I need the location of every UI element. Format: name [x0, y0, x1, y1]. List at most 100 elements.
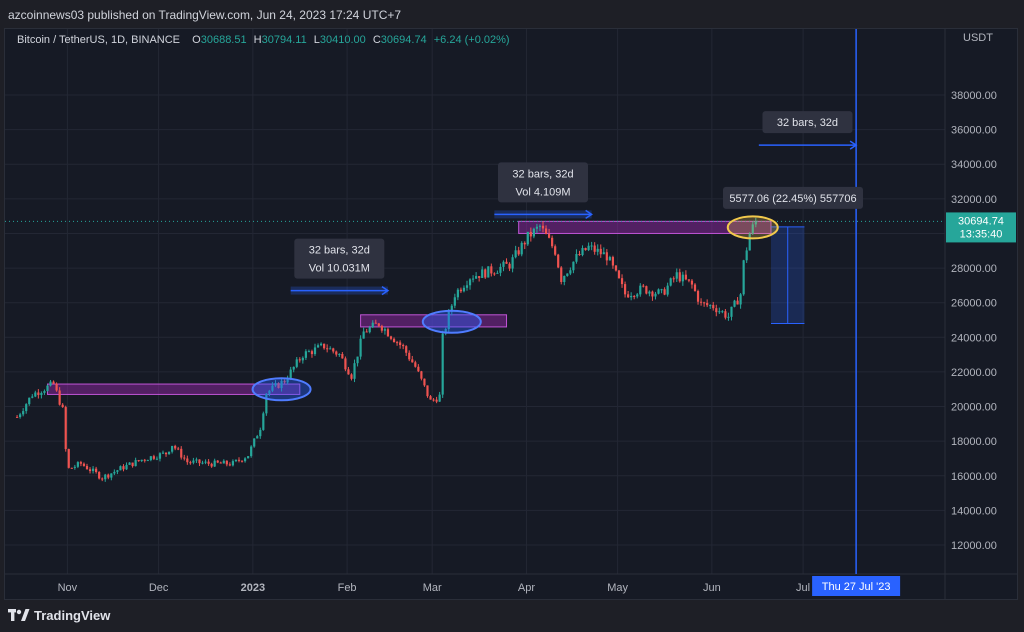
candle-body	[681, 274, 684, 282]
candle-body	[113, 471, 116, 474]
candle-body	[441, 333, 444, 395]
candle-body	[502, 261, 505, 267]
candle-body	[414, 362, 417, 367]
candle-body	[371, 322, 374, 328]
candle-body	[189, 462, 192, 464]
candle-body	[377, 323, 380, 326]
candle-body	[210, 463, 213, 467]
candle-body	[435, 399, 438, 402]
candle-body	[356, 356, 359, 364]
candle-body	[140, 459, 143, 461]
candle-body	[52, 381, 55, 384]
date-range-arrow	[585, 209, 593, 220]
candle-body	[557, 254, 560, 268]
high-label: H	[253, 34, 262, 46]
symbol-legend: Bitcoin / TetherUS, 1D, BINANCE O30688.5…	[17, 34, 510, 46]
candle-body	[134, 460, 137, 467]
candle-body	[724, 311, 727, 318]
candle-body	[602, 252, 605, 255]
tradingview-logo-text: TradingView	[34, 608, 111, 623]
candle-body	[49, 381, 52, 386]
tradingview-logo[interactable]: TradingView	[8, 608, 110, 623]
x-tick-label: Mar	[423, 582, 442, 594]
currency-label: USDT	[963, 32, 993, 44]
range-tooltip: 32 bars, 32d Vol 10.031M	[294, 238, 385, 279]
candle-body	[484, 269, 487, 278]
x-tick-label: Nov	[58, 582, 78, 594]
low-value: 30410.00	[319, 34, 366, 46]
candle-body	[593, 245, 596, 252]
candle-body	[605, 252, 608, 261]
candle-body	[383, 329, 387, 331]
candle-body	[125, 464, 128, 470]
candle-body	[268, 390, 271, 394]
x-tick-label: Dec	[149, 582, 169, 594]
candle-body	[465, 285, 469, 288]
y-tick-label: 14000.00	[951, 505, 997, 517]
x-tick-label: Apr	[518, 582, 535, 594]
candle-body	[511, 257, 514, 269]
candle-body	[247, 456, 250, 459]
candle-body	[487, 266, 490, 278]
tooltip-bars-text: 32 bars, 32d	[777, 117, 838, 129]
candle-body	[715, 308, 718, 313]
candle-body	[475, 276, 478, 279]
tooltip-bars-text: 32 bars, 32d	[309, 245, 370, 257]
candle-body	[426, 385, 429, 397]
candle-body	[76, 462, 79, 467]
candle-body	[283, 380, 286, 383]
candle-body	[365, 331, 368, 333]
candle-body	[642, 285, 645, 287]
candle-body	[295, 359, 298, 367]
footer-bar: TradingView	[0, 600, 1024, 632]
candle-body	[31, 396, 34, 398]
candle-body	[569, 270, 572, 274]
candle-body	[164, 452, 168, 455]
candle-body	[517, 250, 520, 255]
countdown-label: 13:35:40	[960, 228, 1003, 240]
candle-body	[505, 261, 508, 264]
candle-body	[578, 254, 581, 256]
tooltip-vol-text: Vol 10.031M	[309, 263, 370, 275]
candle-body	[444, 328, 447, 334]
chart-canvas[interactable]: 38000.0036000.0034000.0032000.0030000.00…	[5, 29, 1017, 599]
candle-body	[590, 245, 593, 247]
candle-body	[61, 404, 64, 408]
candle-body	[46, 385, 49, 391]
candle-body	[316, 345, 320, 348]
candle-body	[82, 463, 86, 466]
candle-body	[22, 411, 25, 415]
candle-body	[687, 279, 691, 281]
candle-body	[733, 300, 736, 307]
candle-body	[362, 331, 365, 339]
candle-body	[298, 359, 301, 361]
y-tick-label: 22000.00	[951, 367, 997, 379]
x-tick-label: 2023	[241, 582, 265, 594]
candle-body	[584, 248, 587, 251]
candle-body	[344, 358, 347, 370]
candle-body	[420, 371, 423, 379]
candle-body	[231, 461, 235, 466]
candle-body	[560, 267, 563, 283]
candle-body	[225, 460, 228, 465]
candle-body	[152, 456, 155, 459]
candle-body	[532, 228, 535, 237]
candle-body	[405, 346, 408, 353]
candle-body	[514, 250, 517, 258]
candle-body	[727, 316, 730, 318]
y-tick-label: 28000.00	[951, 263, 997, 275]
candle-body	[499, 266, 502, 273]
tradingview-logo-icon	[8, 608, 30, 621]
candle-body	[508, 263, 511, 269]
candle-body	[204, 461, 207, 463]
candle-body	[417, 366, 420, 372]
candle-body	[28, 397, 31, 405]
candle-body	[198, 459, 201, 464]
candle-body	[547, 234, 551, 238]
chart-panel[interactable]: 38000.0036000.0034000.0032000.0030000.00…	[4, 28, 1018, 600]
candle-body	[535, 226, 539, 229]
candle-body	[34, 392, 37, 397]
candle-body	[289, 369, 292, 380]
candle-body	[15, 416, 19, 418]
